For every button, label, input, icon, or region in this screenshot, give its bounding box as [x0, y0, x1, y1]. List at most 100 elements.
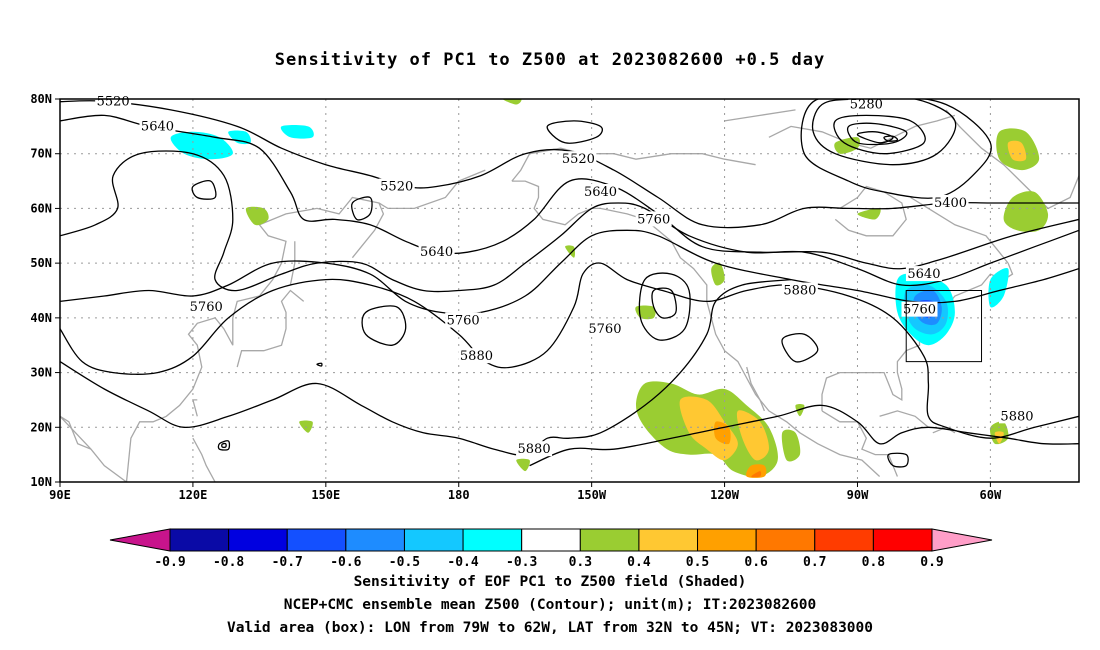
footer-line-2: NCEP+CMC ensemble mean Z500 (Contour); u… [283, 597, 817, 613]
shading-patch [245, 206, 269, 226]
colorbar-label: -0.8 [213, 555, 244, 570]
contour-label: 5520 [380, 180, 413, 195]
contour-label-bg [378, 178, 415, 194]
footer-line-3: Valid area (box): LON from 79W to 62W, L… [226, 620, 873, 636]
contour-label: 5880 [518, 442, 551, 457]
contour-label-bg [901, 301, 938, 317]
lon-tick-label: 150E [311, 488, 340, 502]
contour-line [847, 122, 908, 146]
contour-label: 5640 [141, 119, 174, 134]
shading-patch [228, 130, 251, 145]
contour-label: 5280 [850, 97, 883, 112]
colorbar-low-arrow [109, 528, 171, 552]
colorbar-label: -0.6 [330, 555, 361, 570]
contour-label-bg [998, 408, 1035, 424]
coastline-segment [879, 410, 929, 428]
colorbar-segment [872, 528, 933, 552]
colorbar-segment [286, 528, 347, 552]
latitude-ticks: 80N 70N 60N 50N 40N 30N 20N 10N [30, 92, 60, 489]
colorbar-high-arrow [931, 528, 993, 552]
contour-line [811, 99, 957, 166]
shading-patch [746, 464, 767, 478]
colorbar-segment [755, 528, 816, 552]
contour-label-bg [516, 441, 553, 457]
colorbar-label: 0.8 [862, 555, 886, 570]
contour-line [651, 287, 677, 319]
colorbar-segment [345, 528, 405, 552]
colorbar-label: 0.6 [744, 555, 768, 570]
colorbar-label: 0.4 [627, 555, 651, 570]
contour-line [60, 114, 1079, 270]
lat-tick-label: 60N [30, 201, 52, 215]
lon-tick-label: 180 [448, 488, 470, 502]
contour-label: 5520 [97, 95, 130, 110]
contour-label-bg [905, 266, 942, 282]
coastline-segment [351, 202, 385, 259]
coastline-segment [60, 415, 92, 450]
map-title: Sensitivity of PC1 to Z500 at 2023082600… [274, 50, 826, 70]
valid-area-box [905, 290, 983, 363]
colorbar-label: 0.7 [803, 555, 826, 570]
contour-labels: 5520 5640 5520 5640 5760 5760 5880 5520 5640 5760… [95, 93, 1035, 457]
colorbar-label: -0.5 [389, 555, 420, 570]
contour-label-bg [95, 93, 132, 109]
shading-patch [280, 124, 314, 139]
contour-line [833, 114, 926, 155]
lon-tick-label: 120W [710, 488, 740, 502]
contour-label-bg [560, 151, 597, 167]
contour-label: 5640 [420, 245, 453, 260]
contour-label-bg [635, 211, 672, 227]
colorbar-segment [697, 528, 757, 552]
shading-patch [988, 268, 1009, 308]
contour-label: 5640 [907, 267, 940, 282]
coastline-segment [821, 410, 899, 477]
contour-line [887, 452, 909, 468]
contour-line [529, 404, 1079, 467]
lon-tick-label: 120E [178, 488, 207, 502]
colorbar-label: -0.7 [272, 555, 303, 570]
contour-line [361, 305, 407, 346]
lat-tick-label: 70N [30, 147, 52, 161]
shading-patch [834, 137, 860, 154]
colorbar-label: 0.3 [569, 555, 592, 570]
contour-line [800, 99, 992, 199]
colorbar-segment [403, 528, 464, 552]
lat-tick-label: 10N [30, 475, 52, 489]
contour-label: 5760 [588, 322, 621, 337]
contour-label-bg [932, 194, 969, 210]
contour-line [883, 135, 899, 142]
colorbar-segment [169, 528, 230, 552]
shading-patch [1007, 140, 1027, 162]
coastline-segment [236, 289, 305, 368]
contour-line [221, 442, 227, 448]
coastline-segment [192, 437, 216, 482]
contour-label-bg [848, 96, 885, 112]
lon-tick-label: 90E [49, 488, 71, 502]
contour-line [60, 262, 1079, 439]
colorbar-label: 0.5 [686, 555, 709, 570]
colorbar-segment [462, 528, 523, 552]
longitude-ticks: 90E 120E 150E 180 150W 120W 90W 60W [49, 482, 1002, 502]
contour-line [856, 131, 894, 144]
lat-tick-label: 30N [30, 366, 52, 380]
lat-tick-label: 80N [30, 92, 52, 106]
colorbar-segment [228, 528, 288, 552]
contour-label: 5880 [460, 349, 493, 364]
z500-contours [60, 99, 1079, 468]
shading-patch [781, 429, 801, 462]
contour-label-bg [458, 348, 495, 364]
lat-tick-label: 50N [30, 256, 52, 270]
shading-patch [299, 420, 313, 433]
contour-label: 5760 [190, 300, 223, 315]
footer-line-1: Sensitivity of EOF PC1 to Z500 field (Sh… [353, 574, 747, 590]
contour-line [60, 150, 1079, 293]
contour-label-bg [445, 312, 482, 328]
coastline-segment [910, 196, 1009, 264]
lon-tick-label: 150W [577, 488, 607, 502]
coastline-segment [945, 109, 1079, 210]
colorbar-label: -0.9 [154, 555, 185, 570]
lon-tick-label: 60W [980, 488, 1002, 502]
coastline-segment [60, 169, 486, 482]
coastline-segment [511, 180, 881, 477]
shading-patch [1003, 191, 1049, 233]
